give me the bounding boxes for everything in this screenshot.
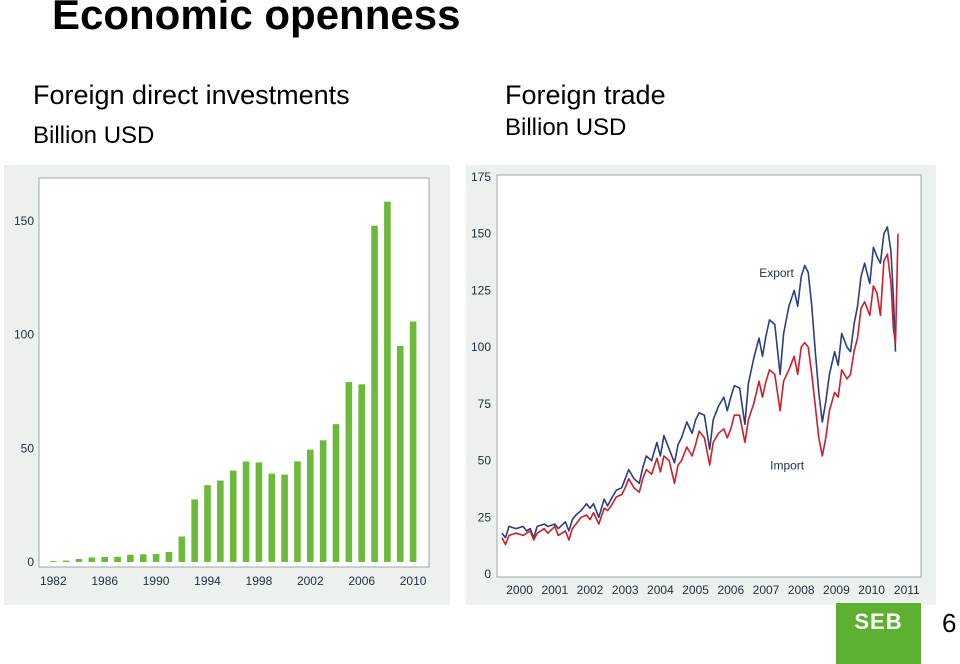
fdi-bar-2008 [384, 201, 391, 562]
fdi-x-tick-label: 1998 [246, 574, 273, 588]
trade-series-export-line [501, 226, 897, 539]
fdi-y-tick-label: 50 [21, 441, 35, 455]
fdi-bar-1985 [88, 557, 96, 562]
fdi-bar-1982 [50, 561, 57, 562]
fdi-bar-2004 [332, 424, 340, 562]
fdi-bar-1989 [139, 554, 147, 562]
fdi-bar-2003 [319, 440, 327, 562]
fdi-bar-1987 [114, 556, 121, 562]
trade-x-tick-label: 2001 [541, 583, 568, 597]
fdi-x-tick-label: 1994 [194, 574, 221, 588]
fdi-bar-1983 [62, 560, 70, 562]
trade-x-tick-label: 2005 [682, 583, 709, 597]
seb-logo-text: SEB [854, 609, 903, 634]
fdi-bar-2009 [396, 345, 404, 562]
fdi-bar-2002 [307, 449, 314, 562]
trade-annotation-import: Import [770, 459, 805, 473]
trade-y-tick-label: 150 [471, 227, 491, 241]
fdi-bar-1984 [75, 559, 83, 562]
trade-y-tick-label: 175 [471, 170, 491, 184]
fdi-y-tick-label: 150 [14, 214, 34, 228]
trade-x-tick-label: 2004 [647, 583, 674, 597]
trade-y-tick-label: 75 [478, 397, 492, 411]
trade-y-tick-label: 125 [471, 283, 491, 297]
fdi-bar-2006 [358, 384, 365, 562]
trade-y-tick-label: 100 [471, 340, 491, 354]
seb-logo: SEB [836, 603, 921, 664]
fdi-bar-2001 [294, 461, 301, 562]
fdi-x-tick-label: 2010 [400, 574, 427, 588]
trade-x-tick-label: 2006 [717, 583, 744, 597]
fdi-bar-chart: 0 50 100 150 1982 1986 1990 1994 1998 2002 2006 20… [4, 165, 450, 605]
fdi-x-tick-label: 2006 [348, 574, 375, 588]
trade-x-tick-label: 2003 [612, 583, 639, 597]
fdi-bar-1992 [178, 536, 186, 562]
fdi-subtitle: Foreign direct investments [33, 80, 350, 110]
trade-x-tick-label: 2009 [823, 583, 850, 597]
fdi-bar-1997 [242, 461, 250, 562]
trade-x-tick-label: 2000 [506, 583, 533, 597]
trade-y-tick-label: 50 [478, 454, 492, 468]
fdi-y-tick-label: 100 [14, 328, 34, 342]
fdi-y-tick-label: 0 [27, 555, 34, 569]
fdi-bar-2007 [371, 225, 378, 562]
trade-plot-area [496, 174, 922, 578]
fdi-bar-1996 [229, 470, 237, 562]
fdi-x-tick-label: 1990 [143, 574, 170, 588]
fdi-bar-1998 [255, 462, 263, 562]
trade-x-tick-label: 2011 [894, 583, 920, 597]
fdi-x-tick-label: 1986 [91, 574, 118, 588]
fdi-x-tick-label: 2002 [297, 574, 324, 588]
trade-series-import-line [501, 233, 899, 546]
fdi-bar-1991 [165, 551, 173, 562]
fdi-bar-1993 [191, 499, 198, 562]
fdi-bar-1988 [127, 554, 134, 562]
fdi-bar-2010 [409, 321, 417, 562]
page-title: Economic openness [52, 0, 461, 38]
fdi-bar-1999 [268, 473, 276, 562]
trade-y-tick-label: 0 [484, 567, 491, 581]
trade-x-tick-label: 2010 [858, 583, 885, 597]
trade-subtitle: Foreign trade [505, 80, 666, 110]
page-number: 6 [942, 608, 957, 638]
fdi-bar-2000 [281, 474, 288, 562]
trade-unit-label: Billion USD [505, 114, 627, 141]
fdi-x-tick-label: 1982 [40, 574, 67, 588]
fdi-bar-1994 [204, 485, 211, 562]
trade-annotation-export: Export [759, 266, 794, 280]
trade-x-tick-label: 2008 [788, 583, 815, 597]
fdi-bar-1990 [152, 554, 160, 562]
trade-x-tick-label: 2002 [577, 583, 604, 597]
fdi-bar-1995 [217, 480, 224, 562]
fdi-bar-2005 [345, 382, 353, 562]
fdi-bar-1986 [101, 556, 108, 562]
trade-y-tick-label: 25 [478, 510, 492, 524]
trade-line-chart: 0 25 50 75 100 125 150 175 2000 2001 2002 2003 2004… [466, 165, 936, 605]
trade-x-tick-label: 2007 [753, 583, 780, 597]
fdi-unit-label: Billion USD [33, 122, 155, 149]
